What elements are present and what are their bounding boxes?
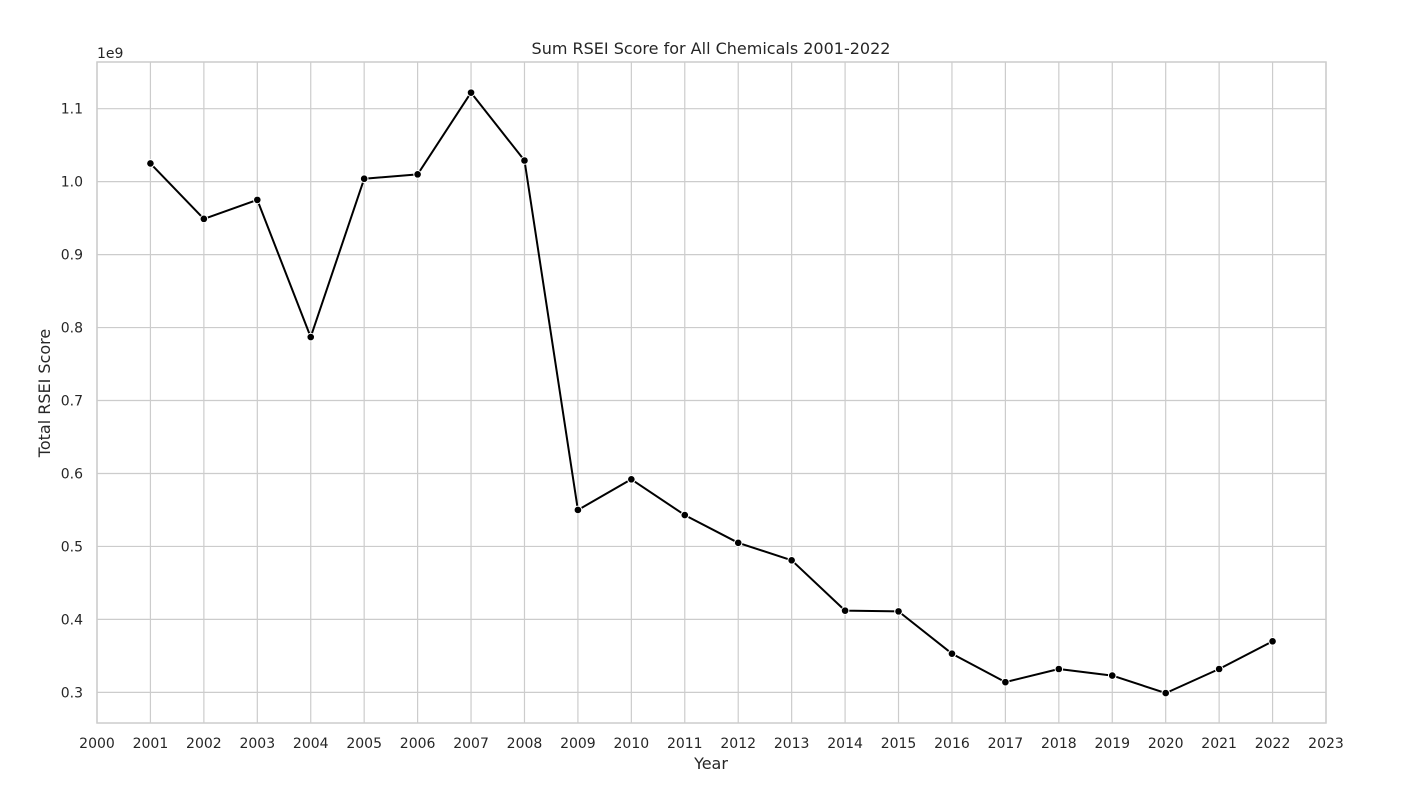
x-tick-label: 2004 <box>293 736 329 752</box>
data-point <box>1054 664 1064 674</box>
y-tick-label: 0.9 <box>61 248 83 264</box>
data-point <box>947 649 957 658</box>
x-tick-label: 2000 <box>79 736 115 752</box>
x-tick-label: 2023 <box>1308 736 1344 752</box>
data-point <box>840 606 850 615</box>
y-offset-label: 1e9 <box>97 46 123 62</box>
data-point <box>520 156 529 165</box>
x-tick-label: 2011 <box>667 736 703 752</box>
x-tick-label: 2014 <box>827 736 863 752</box>
x-tick-label: 2018 <box>1041 736 1077 752</box>
y-tick-label: 0.3 <box>61 685 83 701</box>
x-tick-label: 2002 <box>186 736 222 752</box>
data-point <box>627 475 636 484</box>
data-point <box>1001 677 1010 687</box>
grid <box>96 62 1327 723</box>
y-tick-label: 0.5 <box>61 539 83 555</box>
x-tick-label: 2012 <box>720 736 756 752</box>
x-tick-label: 2016 <box>934 736 970 752</box>
data-point <box>359 174 369 184</box>
x-tick-label: 2008 <box>507 736 543 752</box>
x-tick-label: 2013 <box>774 736 810 752</box>
data-point <box>1161 688 1170 698</box>
x-tick-label: 2003 <box>239 736 275 752</box>
y-tick-label: 1.1 <box>61 102 83 118</box>
y-tick-label: 0.7 <box>61 394 83 410</box>
data-point <box>1268 636 1277 646</box>
x-tick-label: 2022 <box>1255 736 1291 752</box>
data-point <box>733 538 743 548</box>
data-point <box>413 170 422 179</box>
x-tick-label: 2006 <box>400 736 436 752</box>
x-tick-label: 2009 <box>560 736 596 752</box>
x-tick-label: 2021 <box>1201 736 1237 752</box>
data-point <box>680 510 690 520</box>
y-tick-label: 0.8 <box>61 321 83 337</box>
series-line <box>149 91 1274 695</box>
x-tick-label: 2019 <box>1094 736 1130 752</box>
data-points <box>146 88 1277 698</box>
x-tick-label: 2001 <box>133 736 169 752</box>
x-tick-label: 2010 <box>614 736 650 752</box>
y-axis-label: Total RSEI Score <box>35 329 54 458</box>
data-point <box>1107 671 1117 680</box>
plot-frame <box>96 61 1327 724</box>
y-tick-label: 0.6 <box>61 466 83 482</box>
data-point <box>894 607 903 616</box>
x-tick-label: 2020 <box>1148 736 1184 752</box>
data-point <box>787 556 796 565</box>
data-point <box>573 505 583 515</box>
data-point <box>199 214 209 224</box>
data-point <box>1214 664 1224 674</box>
chart-title: Sum RSEI Score for All Chemicals 2001-20… <box>532 39 891 58</box>
y-tick-label: 0.4 <box>61 612 83 628</box>
x-tick-label: 2017 <box>988 736 1024 752</box>
x-axis-label: Year <box>693 754 728 773</box>
y-tick-labels: 0.3 0.4 0.5 0.6 0.7 0.8 0.9 1.0 1.1 <box>61 102 83 702</box>
data-point <box>146 159 155 168</box>
data-point <box>253 195 262 205</box>
x-tick-label: 2005 <box>346 736 382 752</box>
data-point <box>466 88 476 97</box>
y-tick-label: 1.0 <box>61 175 83 191</box>
x-tick-label: 2007 <box>453 736 489 752</box>
x-tick-label: 2015 <box>881 736 917 752</box>
x-tick-labels: 2000 2001 2002 2003 2004 2005 2006 2007 2008 2009… <box>79 736 1344 752</box>
data-point <box>306 332 316 342</box>
